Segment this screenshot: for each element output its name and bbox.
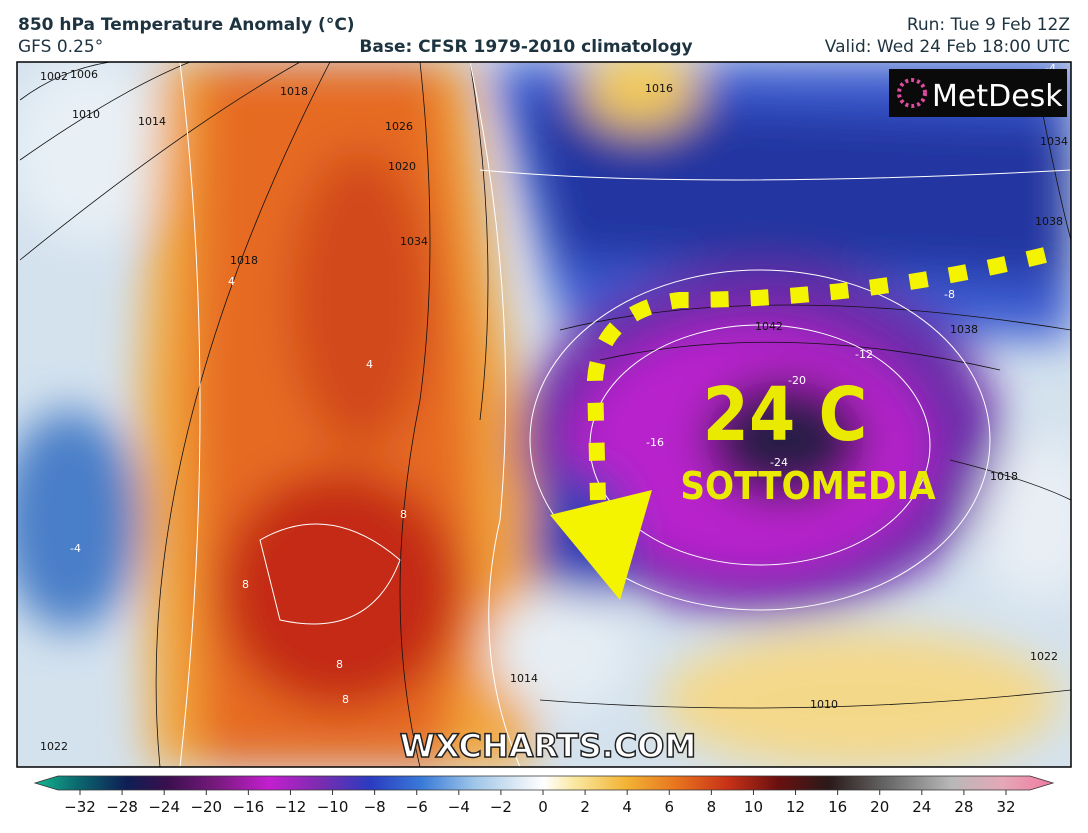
isobar-label: 1034 — [1040, 135, 1068, 148]
anomaly-label: -16 — [646, 436, 664, 449]
anomaly-label: 4 — [228, 275, 235, 288]
colorbar-label: −10 — [317, 798, 349, 816]
isobar-label: 1018 — [230, 254, 258, 267]
isobar-label: 1038 — [1035, 215, 1063, 228]
title: 850 hPa Temperature Anomaly (°C) — [18, 15, 355, 35]
isobar-label: 1022 — [40, 740, 68, 753]
isobar-label: 1038 — [950, 323, 978, 336]
colorbar-label: 12 — [786, 798, 805, 816]
colorbar-label: 6 — [664, 798, 674, 816]
colorbar-label: −24 — [148, 798, 180, 816]
isobar-label: 1020 — [388, 160, 416, 173]
isobar-label: 1014 — [138, 115, 166, 128]
colorbar-label: 32 — [996, 798, 1015, 816]
colorbar: −32 −28 −24 −20 −16 −12 −10 −8 −6 −4 −2 0 2 4 6 8 10 12 16… — [33, 775, 1055, 816]
logo-box — [889, 69, 1067, 117]
isobar-label: 1042 — [755, 320, 783, 333]
headline: 24 C — [703, 372, 868, 458]
anomaly-labels: -4 4 8 8 8 8 -8 -12 -16 -20 -24 4 -4 — [70, 62, 1056, 706]
anomaly-label: 8 — [242, 578, 249, 591]
anomaly-label: -12 — [855, 348, 873, 361]
colorbar-label: −6 — [406, 798, 428, 816]
colorbar-label: −28 — [106, 798, 138, 816]
colorbar-label: −32 — [64, 798, 96, 816]
isobar-label: 1018 — [280, 85, 308, 98]
base: Base: CFSR 1979-2010 climatology — [359, 37, 692, 57]
isobar-label: 1018 — [990, 470, 1018, 483]
isobars — [19, 62, 1071, 767]
anomaly-label: -20 — [788, 374, 806, 387]
colorbar-label: 20 — [870, 798, 889, 816]
colorbar-label: 16 — [828, 798, 847, 816]
isobar-label: 1006 — [70, 68, 98, 81]
isobar-label: 1022 — [1030, 650, 1058, 663]
anomaly-label: 8 — [336, 658, 343, 671]
colorbar-label: 2 — [580, 798, 590, 816]
headline-sub: SOTTOMEDIA — [680, 464, 936, 508]
anomaly-label: -4 — [70, 542, 81, 555]
colorbar-scale — [33, 775, 1055, 791]
anomaly-label: 8 — [400, 508, 407, 521]
isobar-labels: 1002 1006 1010 1014 1018 1026 1020 1034 … — [40, 68, 1068, 753]
watermark: WXCHARTS.COM — [400, 727, 697, 765]
isobar-label: 1026 — [385, 120, 413, 133]
colorbar-label: 24 — [912, 798, 931, 816]
colorbar-label: −20 — [190, 798, 222, 816]
isobar-label: 1016 — [645, 82, 673, 95]
colorbar-label: 8 — [707, 798, 717, 816]
colorbar-label: −2 — [490, 798, 512, 816]
model: GFS 0.25° — [18, 37, 103, 57]
anomaly-label: 4 — [366, 358, 373, 371]
isobar-label: 1010 — [72, 108, 100, 121]
colorbar-label: 28 — [954, 798, 973, 816]
logo-icon — [897, 78, 927, 108]
isobar-label: 1002 — [40, 70, 68, 83]
isobar-label: 1014 — [510, 672, 538, 685]
dotted-arrow — [586, 247, 1047, 501]
colorbar-label: 4 — [622, 798, 632, 816]
anomaly-label: -4 — [1045, 62, 1056, 75]
colorbar-label: 10 — [744, 798, 763, 816]
isobar-label: 1010 — [810, 698, 838, 711]
valid: Valid: Wed 24 Feb 18:00 UTC — [825, 37, 1070, 57]
colorbar-label: −12 — [275, 798, 307, 816]
anomaly-label: -24 — [770, 456, 788, 469]
map: 1002 1006 1010 1014 1018 1026 1020 1034 … — [17, 62, 1071, 767]
isobar-label: 1034 — [400, 235, 428, 248]
anomaly-field — [17, 62, 1071, 767]
colorbar-label: −16 — [233, 798, 265, 816]
run: Run: Tue 9 Feb 12Z — [907, 15, 1070, 35]
arrow-head — [550, 490, 652, 600]
colorbar-label: −4 — [448, 798, 470, 816]
colorbar-label: −8 — [364, 798, 386, 816]
anomaly-label: 8 — [342, 693, 349, 706]
colorbar-label: 0 — [538, 798, 548, 816]
map-frame — [16, 61, 1072, 768]
logo-text: MetDesk — [932, 79, 1063, 114]
anomaly-label: -8 — [944, 288, 955, 301]
anomaly-contours — [179, 62, 1071, 767]
